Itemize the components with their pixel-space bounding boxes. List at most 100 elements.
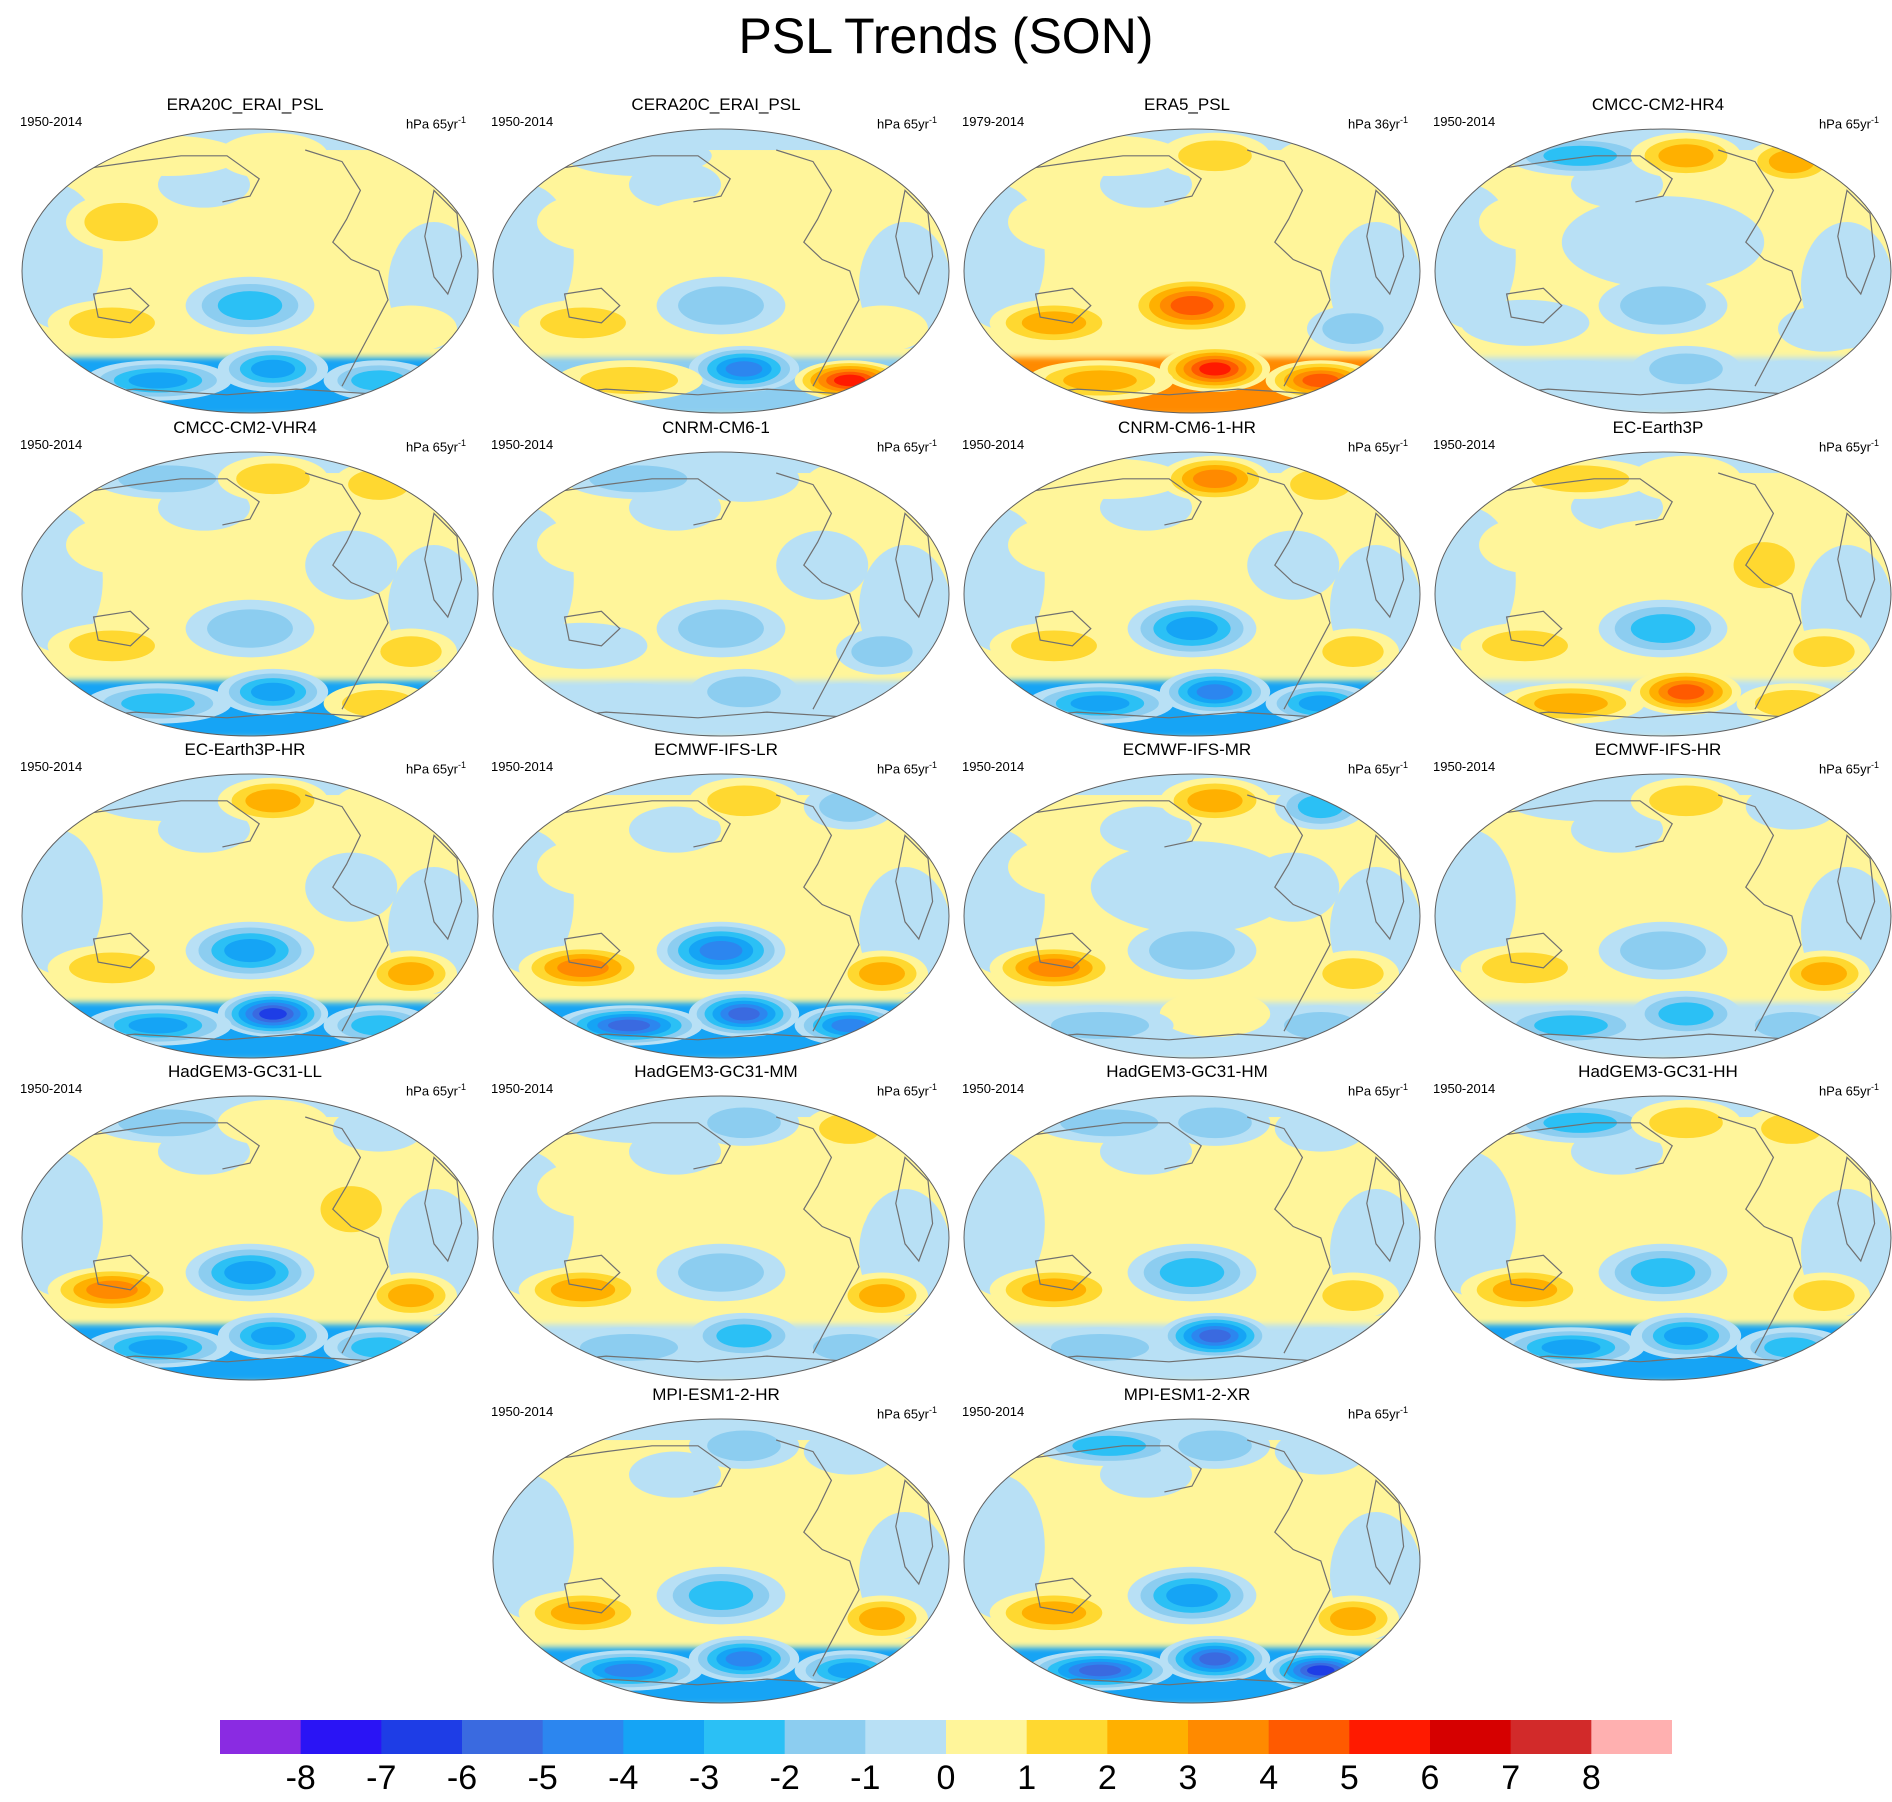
- map-border: [963, 128, 1421, 414]
- trend-contour: [776, 1174, 869, 1244]
- coastline: [1505, 610, 1563, 647]
- trend-contour: [1330, 1607, 1376, 1631]
- coastline: [92, 932, 150, 969]
- trend-contour: [332, 783, 425, 830]
- trend-contour: [1090, 841, 1294, 934]
- colorbar-tick-label: 0: [936, 1759, 956, 1797]
- trend-contour: [1755, 690, 1829, 717]
- coastline: [305, 149, 389, 387]
- panel-period: 1950-2014: [20, 114, 83, 129]
- colorbar-labels: -8 -7 -6 -5 -4 -3 -2 -1 0 1 2 3 4 5 6 7 8: [0, 1758, 1892, 1798]
- panel-period: 1950-2014: [20, 759, 83, 774]
- trend-contour: [1078, 1664, 1122, 1677]
- panel-units-text: hPa 65yr: [876, 1083, 929, 1099]
- colorbar-swatch: [1591, 1720, 1672, 1754]
- panel-units-text: hPa 65yr: [405, 761, 458, 777]
- trend-contour: [1247, 530, 1340, 600]
- panel-units: hPa 65yr-1: [1348, 1402, 1408, 1422]
- trend-contour: [245, 789, 301, 813]
- trend-contour: [250, 682, 296, 702]
- trend-contour: [859, 1607, 905, 1631]
- trend-contour: [1630, 614, 1696, 643]
- trend-map: [1434, 773, 1892, 1059]
- trend-contour: [1247, 1174, 1340, 1244]
- coastline: [1366, 834, 1405, 941]
- colorbar-swatch: [1510, 1720, 1592, 1754]
- trend-contour: [1008, 516, 1119, 574]
- colorbar-tick-label: 3: [1178, 1759, 1198, 1797]
- trend-contour: [1764, 1337, 1820, 1358]
- trend-contour: [1021, 1278, 1087, 1302]
- trend-contour: [1543, 145, 1617, 166]
- trend-contour: [1166, 1584, 1218, 1608]
- trend-contour: [128, 1017, 188, 1034]
- trend-contour: [1736, 360, 1847, 401]
- trend-contour: [1050, 1334, 1150, 1361]
- trend-contour: [1778, 305, 1870, 352]
- colorbar-tick-label: 1: [1017, 1759, 1037, 1797]
- trend-contour: [1008, 838, 1119, 896]
- panel-units-text: hPa 65yr: [876, 116, 929, 132]
- colorbar-tick-label: 7: [1501, 1759, 1521, 1797]
- colorbar-swatch: [542, 1720, 624, 1754]
- map-border: [963, 1095, 1421, 1381]
- trend-contour: [1284, 1012, 1358, 1039]
- trend-map: [492, 1095, 950, 1381]
- panel-units-text: hPa 65yr: [1818, 761, 1871, 777]
- trend-contour: [69, 952, 155, 984]
- map-panel: CMCC-CM2-VHR4 1950-2014 hPa 65yr-1: [10, 418, 480, 740]
- trend-contour: [351, 1015, 407, 1036]
- panel-units-text: hPa 65yr: [405, 439, 458, 455]
- trend-contour: [1543, 1112, 1617, 1133]
- colorbar-tick-label: -1: [850, 1759, 881, 1797]
- panel-units-text: hPa 65yr: [405, 1083, 458, 1099]
- panel-title: CERA20C_ERAI_PSL: [631, 95, 801, 114]
- trend-contour: [1008, 193, 1119, 251]
- panel-period: 1950-2014: [20, 1081, 83, 1096]
- trend-map: [492, 451, 950, 737]
- trend-map: [492, 773, 950, 1059]
- trend-contour: [1482, 952, 1568, 984]
- panel-units-text: hPa 36yr: [1347, 116, 1400, 132]
- colorbar-swatch: [1430, 1720, 1512, 1754]
- coastline: [776, 149, 860, 387]
- trend-contour: [1745, 783, 1838, 830]
- trend-contour: [537, 1160, 648, 1218]
- map-border: [1434, 128, 1892, 414]
- arctic-band: [493, 129, 949, 151]
- panel-units: hPa 65yr-1: [1819, 1079, 1879, 1099]
- trend-contour: [1302, 373, 1340, 388]
- coastline: [895, 834, 934, 941]
- trend-contour: [1274, 1105, 1367, 1152]
- panel-units: hPa 65yr-1: [406, 435, 466, 455]
- trend-contour: [1187, 789, 1243, 813]
- trend-contour: [217, 291, 283, 320]
- trend-contour: [707, 1430, 781, 1462]
- trend-contour: [1492, 1278, 1558, 1302]
- trend-contour: [1178, 1430, 1252, 1462]
- coastline: [895, 512, 934, 619]
- coastline: [776, 1439, 860, 1677]
- coastline: [1718, 149, 1802, 387]
- map-panel: MPI-ESM1-2-XR 1950-2014 hPa 65yr-1: [952, 1385, 1422, 1707]
- coastline: [563, 610, 621, 647]
- map-panel: CNRM-CM6-1-HR 1950-2014 hPa 65yr-1: [952, 418, 1422, 740]
- map-border: [1434, 773, 1892, 1059]
- trend-map: [1434, 128, 1892, 414]
- panel-period: 1950-2014: [491, 1081, 554, 1096]
- coastline: [1718, 1116, 1802, 1354]
- trend-contour: [619, 196, 823, 289]
- panel-title: CMCC-CM2-VHR4: [173, 418, 317, 437]
- panel-units-exponent: -1: [1399, 1405, 1408, 1415]
- colorbar-swatch: [784, 1720, 866, 1754]
- panel-title: CNRM-CM6-1: [662, 418, 770, 437]
- trend-contour: [224, 1261, 276, 1285]
- trend-contour: [836, 305, 928, 352]
- panel-title: ERA20C_ERAI_PSL: [166, 95, 324, 114]
- trend-contour: [1149, 931, 1235, 970]
- trend-contour: [217, 132, 329, 179]
- panel-units-exponent: -1: [928, 115, 937, 125]
- panel-units-text: hPa 65yr: [1818, 116, 1871, 132]
- trend-contour: [1322, 636, 1384, 667]
- trend-contour: [537, 193, 648, 251]
